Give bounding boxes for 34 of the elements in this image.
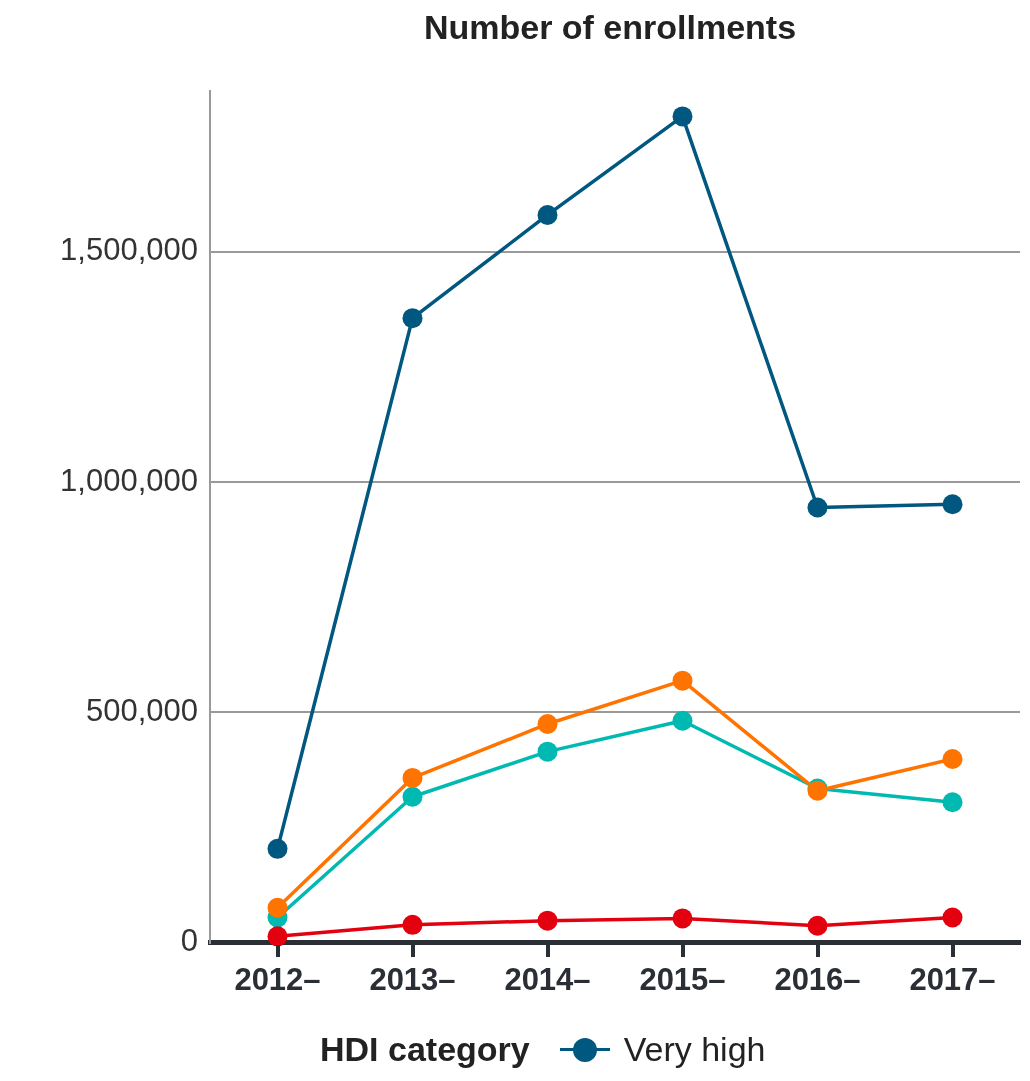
point — [402, 308, 423, 329]
chart-title: Number of enrollments — [422, 8, 798, 47]
point — [942, 792, 963, 813]
x-tick-label: 2013– — [369, 961, 456, 997]
point — [807, 915, 828, 936]
y-tick-label: 1,000,000 — [60, 462, 198, 498]
point — [402, 786, 423, 807]
y-tick-label: 500,000 — [85, 693, 198, 729]
legend-title: HDI category — [320, 1030, 530, 1069]
point — [942, 749, 963, 769]
x-tick-label: 2015– — [639, 961, 726, 997]
point — [537, 713, 558, 734]
y-tick-label: 1,500,000 — [60, 232, 198, 268]
point — [267, 926, 288, 947]
point — [942, 494, 963, 515]
point — [402, 767, 423, 788]
point — [537, 204, 558, 225]
point — [807, 497, 828, 518]
legend-label: Very high — [623, 1030, 766, 1069]
point — [537, 741, 558, 762]
point — [267, 897, 288, 918]
point — [672, 106, 693, 127]
point — [402, 914, 423, 935]
x-tick-label: 2014– — [504, 961, 591, 997]
x-tick-label: 2017– — [909, 961, 996, 997]
point — [672, 670, 693, 691]
point — [537, 910, 558, 931]
x-tick-label: 2012– — [234, 961, 321, 997]
y-tick-label: 0 — [180, 923, 198, 959]
x-tick-label: 2016– — [774, 961, 861, 997]
point — [672, 710, 693, 731]
point — [672, 908, 693, 929]
point — [942, 907, 963, 928]
point — [267, 838, 288, 859]
